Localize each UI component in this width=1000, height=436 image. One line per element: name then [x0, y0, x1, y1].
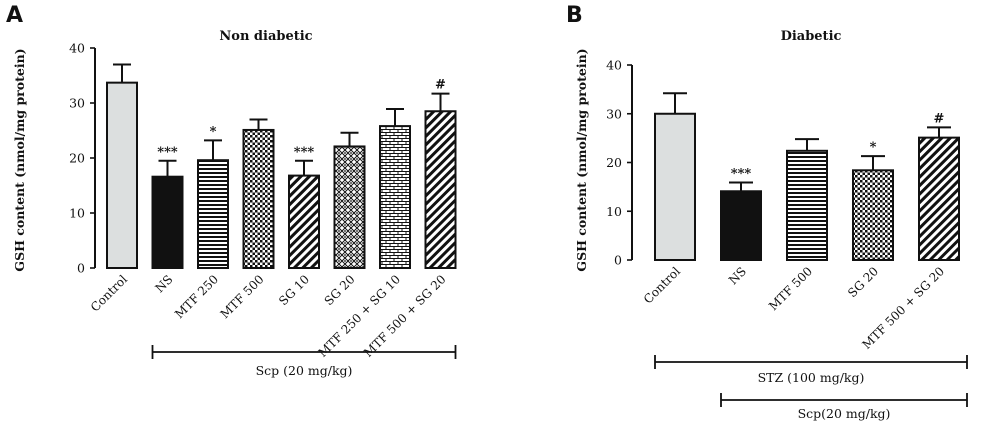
bar [197, 159, 229, 269]
bar [424, 110, 457, 269]
bar-group: *** [720, 166, 762, 261]
significance-marker: *** [731, 166, 752, 181]
y-tick-label: 20 [606, 155, 622, 170]
x-category-label: MTF 250 + SG 10 [315, 272, 403, 360]
y-tick-label: 0 [77, 261, 85, 276]
panel-letter: B [566, 3, 583, 28]
bar-group: # [424, 78, 457, 269]
bar-group: * [852, 140, 894, 261]
bar [786, 149, 828, 261]
x-category-label: SG 20 [845, 264, 881, 300]
x-category-label: NS [152, 272, 175, 295]
x-category-label: MTF 500 [218, 272, 267, 321]
bar [720, 190, 762, 261]
group-bracket: STZ (100 mg/kg) [654, 355, 968, 385]
bar-group [786, 138, 828, 261]
y-tick-label: 40 [606, 58, 622, 73]
significance-marker: * [210, 124, 217, 139]
bar-group [106, 63, 138, 270]
y-axis: 0 10 20 30 40 [606, 58, 633, 268]
y-axis-label: GSH content (nmol/mg protein) [574, 48, 589, 271]
bar-group: *** [288, 145, 320, 270]
bar [151, 175, 184, 269]
bars: ****# [654, 92, 960, 261]
y-tick-label: 10 [606, 204, 622, 219]
bar [242, 128, 275, 269]
bar [918, 136, 960, 261]
chart-title: Non diabetic [219, 29, 312, 44]
panel-letter: A [6, 3, 23, 28]
significance-marker: *** [157, 145, 178, 160]
bar [852, 169, 894, 261]
bracket-label: Scp (20 mg/kg) [256, 363, 353, 378]
x-category-label: MTF 500 [766, 264, 815, 313]
bar [288, 174, 320, 270]
y-tick-label: 0 [614, 253, 622, 268]
bar-group: # [918, 111, 960, 261]
significance-marker: # [934, 111, 945, 126]
y-axis-label: GSH content (nmol/mg protein) [12, 48, 27, 271]
panel-b: B Diabetic GSH content (nmol/mg protein)… [566, 3, 968, 421]
x-category-label: SG 20 [322, 272, 358, 308]
chart-title: Diabetic [781, 29, 842, 44]
bar-group [654, 92, 696, 261]
bar-group [379, 108, 411, 269]
bar [379, 125, 411, 269]
y-tick-label: 30 [69, 96, 85, 111]
x-category-label: NS [726, 264, 749, 287]
x-category-label: Control [88, 272, 130, 314]
bars: *******# [106, 63, 457, 270]
bar [106, 81, 138, 270]
x-category-label: SG 10 [276, 272, 312, 308]
x-category-label: MTF 500 + SG 20 [361, 272, 449, 360]
bar-group [242, 118, 275, 269]
y-tick-label: 20 [69, 151, 85, 166]
bar [333, 145, 366, 269]
x-category-label: Control [641, 264, 683, 306]
group-bracket: Scp (20 mg/kg) [151, 345, 457, 378]
y-tick-label: 10 [69, 206, 85, 221]
bar-group [333, 131, 366, 269]
bar-group: * [197, 124, 229, 269]
y-axis: 0 10 20 30 40 [69, 41, 96, 276]
x-category-label: MTF 250 [172, 272, 221, 321]
panel-a: A Non diabetic GSH content (nmol/mg prot… [6, 3, 457, 378]
significance-marker: * [870, 140, 877, 155]
bar [654, 112, 696, 261]
bracket-label: STZ (100 mg/kg) [758, 370, 865, 385]
significance-marker: # [435, 78, 446, 93]
y-tick-label: 30 [606, 106, 622, 121]
significance-marker: *** [294, 145, 315, 160]
bracket-label: Scp(20 mg/kg) [798, 406, 891, 421]
group-bracket: Scp(20 mg/kg) [720, 393, 968, 421]
group-brackets: Scp (20 mg/kg) [151, 345, 457, 378]
group-brackets: STZ (100 mg/kg) Scp(20 mg/kg) [654, 355, 968, 421]
bar-group: *** [151, 145, 184, 269]
y-tick-label: 40 [69, 41, 85, 56]
